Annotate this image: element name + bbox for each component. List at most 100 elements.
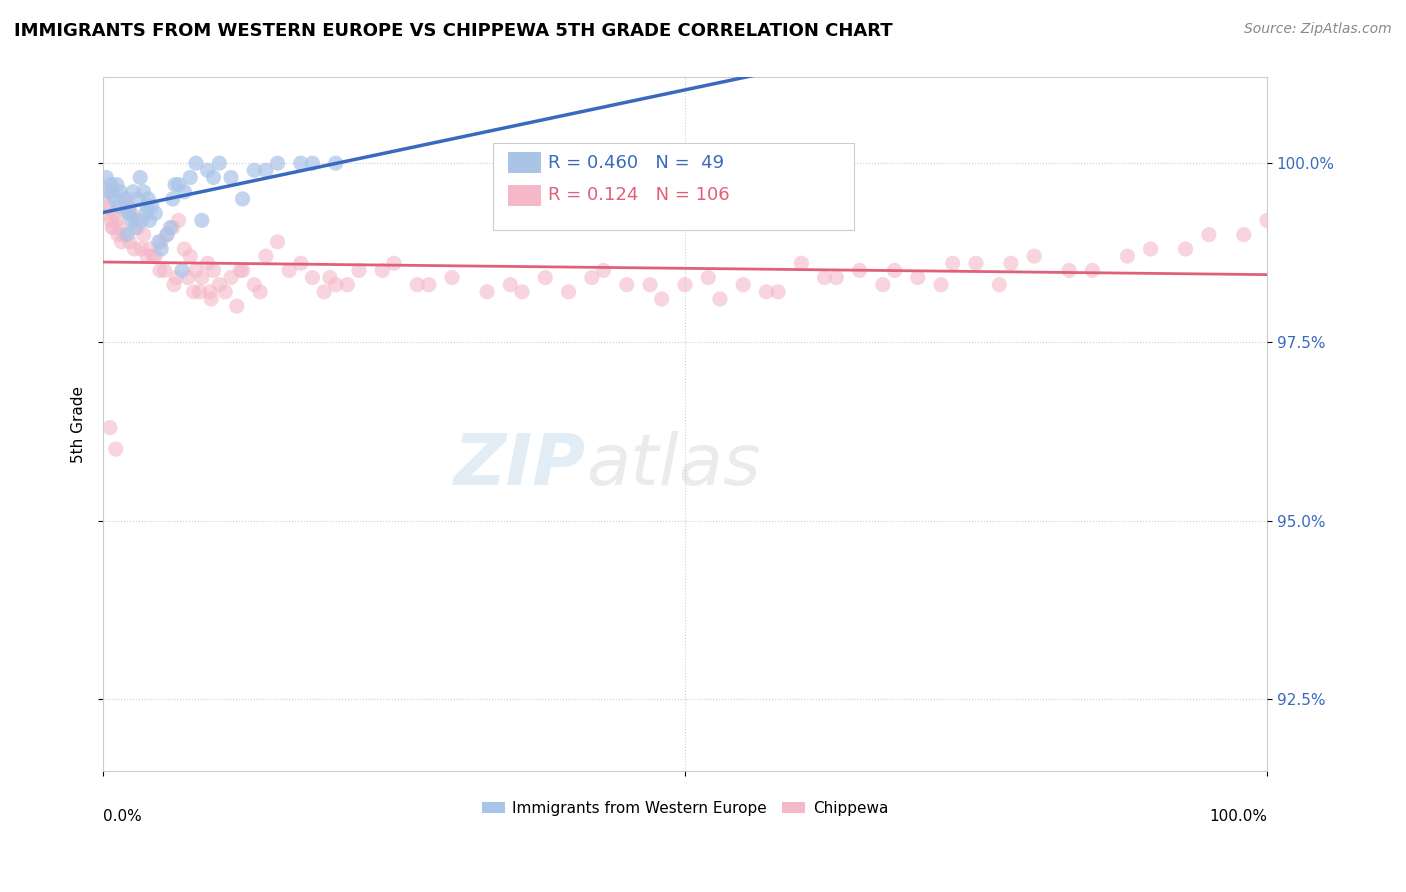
- Point: [117, 227, 139, 242]
- Point: [382, 256, 405, 270]
- Point: [132, 185, 155, 199]
- Point: [202, 263, 225, 277]
- Point: [638, 277, 661, 292]
- Point: [110, 220, 132, 235]
- Point: [347, 263, 370, 277]
- Point: [202, 170, 225, 185]
- Point: [118, 206, 141, 220]
- Point: [557, 285, 579, 299]
- Point: [156, 227, 179, 242]
- Point: [872, 277, 894, 292]
- Point: [136, 192, 159, 206]
- Point: [150, 235, 173, 249]
- Point: [406, 277, 429, 292]
- Point: [177, 270, 200, 285]
- Point: [131, 213, 153, 227]
- Point: [208, 277, 231, 292]
- Text: Source: ZipAtlas.com: Source: ZipAtlas.com: [1244, 22, 1392, 37]
- Point: [673, 277, 696, 292]
- Point: [208, 156, 231, 170]
- Point: [107, 227, 129, 242]
- Point: [94, 192, 117, 206]
- Point: [98, 420, 121, 434]
- Point: [214, 285, 236, 299]
- Point: [475, 285, 498, 299]
- Point: [314, 285, 336, 299]
- Point: [97, 199, 120, 213]
- Point: [118, 235, 141, 249]
- Point: [100, 213, 122, 227]
- Point: [697, 270, 720, 285]
- Point: [96, 206, 118, 220]
- Point: [988, 277, 1011, 292]
- Point: [766, 285, 789, 299]
- Point: [136, 199, 159, 213]
- Point: [124, 213, 146, 227]
- Point: [441, 270, 464, 285]
- Point: [179, 170, 201, 185]
- Point: [225, 299, 247, 313]
- Point: [97, 185, 120, 199]
- Point: [100, 178, 122, 192]
- Point: [581, 270, 603, 285]
- Point: [290, 256, 312, 270]
- Point: [1057, 263, 1080, 277]
- Point: [115, 192, 138, 206]
- Point: [254, 163, 277, 178]
- Point: [907, 270, 929, 285]
- Point: [101, 185, 124, 199]
- Point: [200, 292, 222, 306]
- Point: [107, 199, 129, 213]
- Point: [790, 256, 813, 270]
- Point: [184, 156, 207, 170]
- Point: [191, 270, 214, 285]
- Point: [709, 292, 731, 306]
- Point: [290, 156, 312, 170]
- Point: [848, 263, 870, 277]
- Point: [115, 199, 138, 213]
- Point: [1081, 263, 1104, 277]
- Point: [219, 270, 242, 285]
- Point: [1000, 256, 1022, 270]
- Point: [301, 156, 323, 170]
- Point: [159, 220, 181, 235]
- Point: [232, 192, 254, 206]
- Text: ZIP: ZIP: [454, 431, 586, 500]
- Point: [243, 277, 266, 292]
- Point: [1174, 242, 1197, 256]
- Point: [179, 249, 201, 263]
- Point: [162, 192, 184, 206]
- Point: [301, 270, 323, 285]
- Point: [592, 263, 614, 277]
- Point: [110, 235, 132, 249]
- Point: [1024, 249, 1046, 263]
- Point: [173, 242, 195, 256]
- Point: [499, 277, 522, 292]
- Point: [1139, 242, 1161, 256]
- Point: [135, 206, 157, 220]
- Point: [143, 249, 166, 263]
- Point: [198, 285, 221, 299]
- Point: [138, 242, 160, 256]
- Point: [651, 292, 673, 306]
- Point: [219, 170, 242, 185]
- Point: [138, 213, 160, 227]
- Point: [733, 277, 755, 292]
- Point: [129, 170, 152, 185]
- Point: [325, 156, 347, 170]
- Point: [112, 227, 135, 242]
- Point: [112, 192, 135, 206]
- Point: [510, 285, 533, 299]
- Point: [167, 178, 190, 192]
- Point: [229, 263, 252, 277]
- Point: [143, 206, 166, 220]
- Text: 0.0%: 0.0%: [103, 809, 142, 824]
- Point: [110, 185, 132, 199]
- Point: [1116, 249, 1139, 263]
- Point: [266, 235, 288, 249]
- Point: [188, 285, 211, 299]
- Point: [825, 270, 848, 285]
- Point: [965, 256, 987, 270]
- Point: [101, 220, 124, 235]
- Text: R = 0.460   N =  49: R = 0.460 N = 49: [547, 153, 724, 172]
